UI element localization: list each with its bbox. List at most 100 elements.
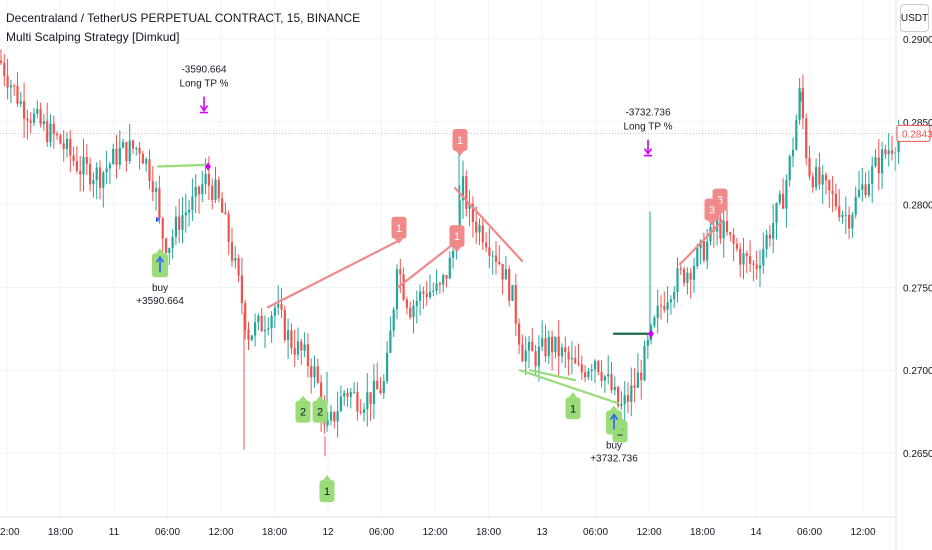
candle-body (623, 395, 626, 405)
trade-annotations: buy +3590.664 buy +3732.736 -3590.664 Long TP… (136, 65, 672, 465)
candle-body (514, 285, 517, 324)
time-axis[interactable]: 12:00 18:00 11 06:00 12:00 18:00 12 06:00 12:00 1… (0, 527, 876, 538)
candle-body (590, 369, 593, 372)
candle-body (725, 220, 729, 233)
candle-body (488, 247, 491, 256)
candle-body (617, 387, 620, 406)
candle-body (329, 411, 333, 421)
candle-body (112, 148, 115, 165)
candle-body (326, 420, 329, 425)
currency-button[interactable]: USDT (900, 4, 929, 32)
price-axis[interactable]: 0.2650 0.2700 0.2750 0.2800 0.2850 0.2900 0.28… (896, 35, 932, 460)
candle-body (610, 374, 613, 391)
take-profit-annotation: -3732.736 Long TP % (623, 108, 673, 157)
candle-body (475, 221, 478, 233)
candle-body (871, 166, 874, 185)
candle-body (815, 167, 818, 188)
candle-body (95, 167, 98, 181)
candle-body (603, 376, 606, 381)
candle-body (498, 261, 501, 264)
candle-body (782, 193, 785, 209)
candle-body (742, 253, 745, 265)
candle-body (85, 156, 88, 164)
exit-marker-icon (205, 162, 211, 171)
candle-body (824, 174, 828, 181)
time-tick-label: 06:00 (797, 527, 822, 538)
candle-body (155, 188, 158, 193)
candle-body (151, 181, 154, 193)
candle-body (633, 385, 636, 388)
candle-body (630, 385, 633, 402)
trade-line (156, 163, 207, 168)
candle-body (42, 121, 45, 125)
candle-body (184, 212, 187, 216)
candle-body (524, 350, 527, 362)
time-tick-label: 12:00 (208, 527, 233, 538)
trade-marker-pointer (395, 238, 403, 244)
candle-body (145, 159, 148, 164)
candle-body (874, 157, 877, 167)
candle-body (567, 351, 570, 360)
trade-line (528, 369, 577, 382)
candle-body (551, 336, 554, 353)
trade-line (266, 239, 400, 309)
candle-body (452, 250, 455, 258)
trade-marker-label: 1 (457, 135, 463, 147)
candle-body (194, 186, 197, 197)
tp-arrow-head (199, 105, 209, 112)
buy-label: buy (606, 441, 622, 452)
candle-body (801, 87, 804, 119)
candle-body (46, 121, 49, 143)
candle-body (217, 179, 220, 199)
symbol-title[interactable]: Decentraland / TetherUS PERPETUAL CONTRA… (6, 11, 361, 25)
candle-body (808, 158, 811, 177)
candle-body (386, 352, 389, 382)
candle-body (122, 142, 125, 148)
take-profit-annotation: -3590.664 Long TP % (179, 65, 229, 114)
candle-body (300, 341, 303, 351)
candle-body (164, 238, 168, 253)
candle-body (679, 268, 682, 270)
candle-body (626, 395, 630, 402)
candle-body (191, 196, 194, 211)
candle-body (6, 76, 9, 88)
candle-body (171, 236, 174, 249)
time-tick-label: 12:00 (636, 527, 661, 538)
candle-body (339, 396, 342, 412)
candle-body (36, 109, 39, 114)
candle-body (161, 218, 164, 239)
candle-body (620, 404, 623, 406)
candle-body (768, 234, 771, 239)
trade-line (678, 220, 724, 266)
trade-marker-box (704, 198, 720, 221)
trade-marker-pointer (456, 151, 464, 157)
candle-body (32, 113, 36, 123)
indicator-title[interactable]: Multi Scalping Strategy [Dimkud] (6, 30, 180, 44)
candle-body (890, 150, 894, 154)
candle-body (359, 411, 362, 413)
candle-body (290, 330, 293, 348)
candle-body (9, 85, 12, 88)
candle-body (72, 155, 75, 161)
candle-body (82, 156, 85, 175)
candle-body (244, 303, 247, 330)
candle-body (478, 225, 481, 233)
candle-body (564, 347, 567, 352)
trade-marker-box (295, 400, 311, 423)
candle-body (118, 147, 121, 165)
price-tick-label: 0.2800 (903, 201, 932, 212)
candle-body (131, 140, 135, 149)
candle-body (719, 219, 722, 239)
candle-body (828, 180, 831, 191)
candle-body (296, 341, 300, 355)
candle-body (465, 176, 468, 209)
candle-body (531, 341, 534, 352)
trade-marker-pointer (569, 392, 577, 398)
candle-body (676, 268, 679, 293)
candle-body (834, 193, 837, 207)
candle-body (141, 153, 144, 164)
candle-body (92, 180, 95, 185)
candle-body (283, 309, 286, 340)
